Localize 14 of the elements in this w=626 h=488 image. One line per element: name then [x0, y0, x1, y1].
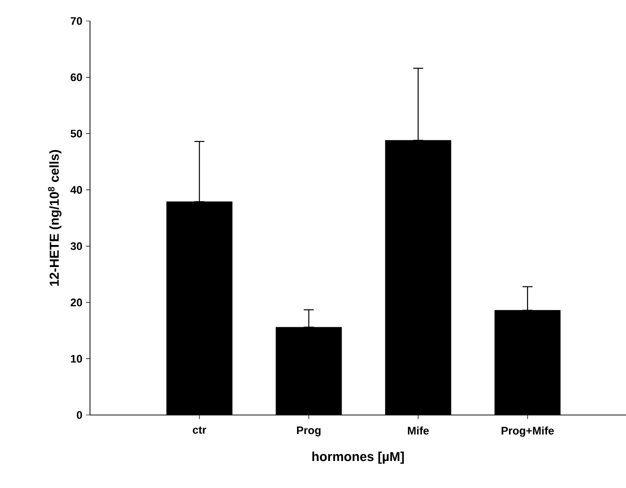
y-tick-label: 30	[70, 242, 82, 250]
y-tick-label: 10	[70, 354, 82, 363]
x-tick-label: Mife	[408, 426, 429, 435]
y-tick-label: 20	[70, 298, 82, 306]
x-tick-label: ctr	[192, 426, 206, 434]
y-tick-label: 50	[70, 130, 82, 138]
x-tick-label: Prog	[297, 426, 321, 436]
x-tick-label: Prog+Mife	[502, 426, 554, 437]
y-tick-label: 70	[70, 17, 82, 25]
y-tick-label: 0	[76, 411, 82, 419]
y-axis-title: 12-HETE (ng/10$^{8}$ cells)	[48, 150, 62, 286]
x-axis-title: hormones [µM]	[312, 452, 404, 464]
y-tick-label: 40	[70, 186, 82, 194]
y-tick-label: 60	[70, 73, 82, 82]
